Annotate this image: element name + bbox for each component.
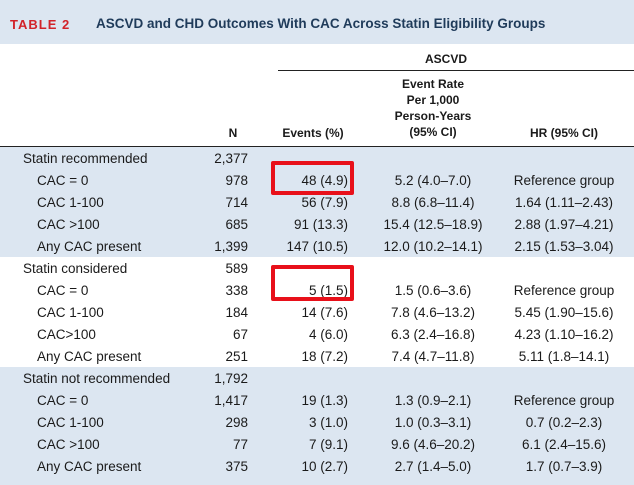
table-number: TABLE 2 — [10, 17, 71, 32]
cell-event-rate: 7.8 (4.6–13.2) — [390, 305, 476, 320]
cell-events: 91 (13.3) — [293, 217, 348, 232]
table-row: CAC >100 77 7 (9.1) 9.6 (4.6–20.2) 6.1 (2.4–… — [0, 434, 634, 456]
header-n: N — [228, 126, 238, 140]
cell-event-rate: 1.0 (0.3–3.1) — [394, 415, 472, 430]
cell-event-rate: 5.2 (4.0–7.0) — [394, 173, 472, 188]
header-hr: HR (95% CI) — [529, 126, 598, 140]
row-label: CAC 1-100 — [37, 415, 104, 430]
header-event-rate: Event Rate Per 1,000 Person-Years (95% C… — [368, 76, 498, 140]
row-label: Statin recommended — [23, 151, 148, 166]
row-label: CAC = 0 — [37, 283, 89, 298]
cell-events: 147 (10.5) — [286, 239, 348, 254]
cell-n: 375 — [225, 459, 248, 474]
cell-event-rate: 2.7 (1.4–5.0) — [394, 459, 472, 474]
cell-hr: Reference group — [513, 283, 615, 298]
table-title: ASCVD and CHD Outcomes With CAC Across S… — [96, 16, 546, 31]
table-row: CAC 1-100 714 56 (7.9) 8.8 (6.8–11.4) 1.64 (… — [0, 192, 634, 214]
table-row: CAC = 0 978 48 (4.9) 5.2 (4.0–7.0) Reference… — [0, 170, 634, 192]
cell-event-rate: 7.4 (4.7–11.8) — [391, 349, 475, 364]
row-label: CAC >100 — [37, 437, 100, 452]
table-row: CAC>100 67 4 (6.0) 6.3 (2.4–16.8) 4.23 (1.10… — [0, 324, 634, 346]
cell-event-rate: 15.4 (12.5–18.9) — [383, 217, 483, 232]
cell-hr: Reference group — [513, 173, 615, 188]
cell-n: 77 — [232, 437, 248, 452]
table-row: Any CAC present 375 10 (2.7) 2.7 (1.4–5.0) 1… — [0, 456, 634, 478]
cell-hr: 1.7 (0.7–3.9) — [525, 459, 603, 474]
cell-n: 1,417 — [214, 393, 248, 408]
row-label: Any CAC present — [37, 239, 142, 254]
header-event-rate-line3: Person-Years — [394, 109, 472, 123]
table-row: Any CAC present 251 18 (7.2) 7.4 (4.7–11.8)… — [0, 346, 634, 368]
cell-event-rate: 6.3 (2.4–16.8) — [390, 327, 476, 342]
cell-hr: 1.64 (1.11–2.43) — [514, 195, 614, 210]
row-label: CAC = 0 — [37, 173, 89, 188]
table-row: CAC 1-100 298 3 (1.0) 1.0 (0.3–3.1) 0.7 (0.2… — [0, 412, 634, 434]
row-label: CAC >100 — [37, 217, 100, 232]
cell-n: 251 — [225, 349, 248, 364]
cell-n: 184 — [225, 305, 248, 320]
cell-events: 5 (1.5) — [308, 283, 348, 298]
cell-events: 19 (1.3) — [301, 393, 348, 408]
row-label: Statin not recommended — [23, 371, 171, 386]
table-row: Any CAC present 1,399 147 (10.5) 12.0 (10.2… — [0, 236, 634, 258]
cell-events: 18 (7.2) — [301, 349, 348, 364]
cell-hr: 0.7 (0.2–2.3) — [525, 415, 603, 430]
cell-n: 298 — [225, 415, 248, 430]
table-row: CAC = 0 1,417 19 (1.3) 1.3 (0.9–2.1) Referen… — [0, 390, 634, 412]
cell-n: 1,399 — [214, 239, 248, 254]
cell-event-rate: 9.6 (4.6–20.2) — [390, 437, 476, 452]
cell-hr: 4.23 (1.10–16.2) — [514, 327, 614, 342]
cell-hr: 2.88 (1.97–4.21) — [514, 217, 614, 232]
group-header-row: Statin considered 589 — [0, 258, 634, 280]
cell-event-rate: 1.5 (0.6–3.6) — [394, 283, 472, 298]
header-event-rate-line4: (95% CI) — [409, 125, 457, 139]
cell-event-rate: 8.8 (6.8–11.4) — [391, 195, 475, 210]
row-label: CAC 1-100 — [37, 195, 104, 210]
row-label: CAC = 0 — [37, 393, 89, 408]
group-header-row: Statin not recommended 1,792 — [0, 368, 634, 390]
table-row: CAC >100 685 91 (13.3) 15.4 (12.5–18.9) 2.88… — [0, 214, 634, 236]
cell-n: 2,377 — [214, 151, 248, 166]
header-event-rate-line2: Per 1,000 — [406, 93, 460, 107]
cell-n: 1,792 — [214, 371, 248, 386]
table-row: CAC 1-100 184 14 (7.6) 7.8 (4.6–13.2) 5.45 (… — [0, 302, 634, 324]
cell-hr: Reference group — [513, 393, 615, 408]
cell-n: 338 — [225, 283, 248, 298]
cell-events: 3 (1.0) — [308, 415, 348, 430]
group-band-not-recommended — [0, 367, 634, 485]
cell-n: 589 — [225, 261, 248, 276]
row-label: Statin considered — [23, 261, 128, 276]
cell-hr: 5.11 (1.8–14.1) — [518, 349, 610, 364]
cell-event-rate: 1.3 (0.9–2.1) — [394, 393, 472, 408]
header-events: Events (%) — [282, 126, 344, 140]
cell-events: 7 (9.1) — [308, 437, 348, 452]
row-label: Any CAC present — [37, 349, 142, 364]
cell-hr: 6.1 (2.4–15.6) — [521, 437, 607, 452]
cell-n: 978 — [225, 173, 248, 188]
cell-events: 48 (4.9) — [301, 173, 348, 188]
row-label: Any CAC present — [37, 459, 142, 474]
table-title-bar: TABLE 2 ASCVD and CHD Outcomes With CAC … — [0, 0, 634, 44]
header-ascvd: ASCVD — [424, 52, 467, 66]
header-event-rate-line1: Event Rate — [401, 77, 465, 91]
cell-events: 10 (2.7) — [301, 459, 348, 474]
highlight-box-recommended-cac0 — [271, 161, 354, 195]
cell-events: 14 (7.6) — [301, 305, 348, 320]
cell-hr: 5.45 (1.90–15.6) — [514, 305, 614, 320]
cell-event-rate: 12.0 (10.2–14.1) — [383, 239, 483, 254]
cell-hr: 2.15 (1.53–3.04) — [514, 239, 614, 254]
cell-events: 56 (7.9) — [301, 195, 348, 210]
row-label: CAC 1-100 — [37, 305, 104, 320]
cell-n: 685 — [225, 217, 248, 232]
cell-n: 67 — [232, 327, 248, 342]
table-row: CAC = 0 338 5 (1.5) 1.5 (0.6–3.6) Reference … — [0, 280, 634, 302]
header-bottom-rule — [0, 146, 634, 147]
highlight-box-considered-cac0 — [271, 265, 354, 301]
group-header-row: Statin recommended 2,377 — [0, 148, 634, 170]
header-group-rule — [278, 70, 634, 71]
cell-events: 4 (6.0) — [308, 327, 348, 342]
row-label: CAC>100 — [37, 327, 96, 342]
group-band-recommended — [0, 147, 634, 257]
cell-n: 714 — [225, 195, 248, 210]
